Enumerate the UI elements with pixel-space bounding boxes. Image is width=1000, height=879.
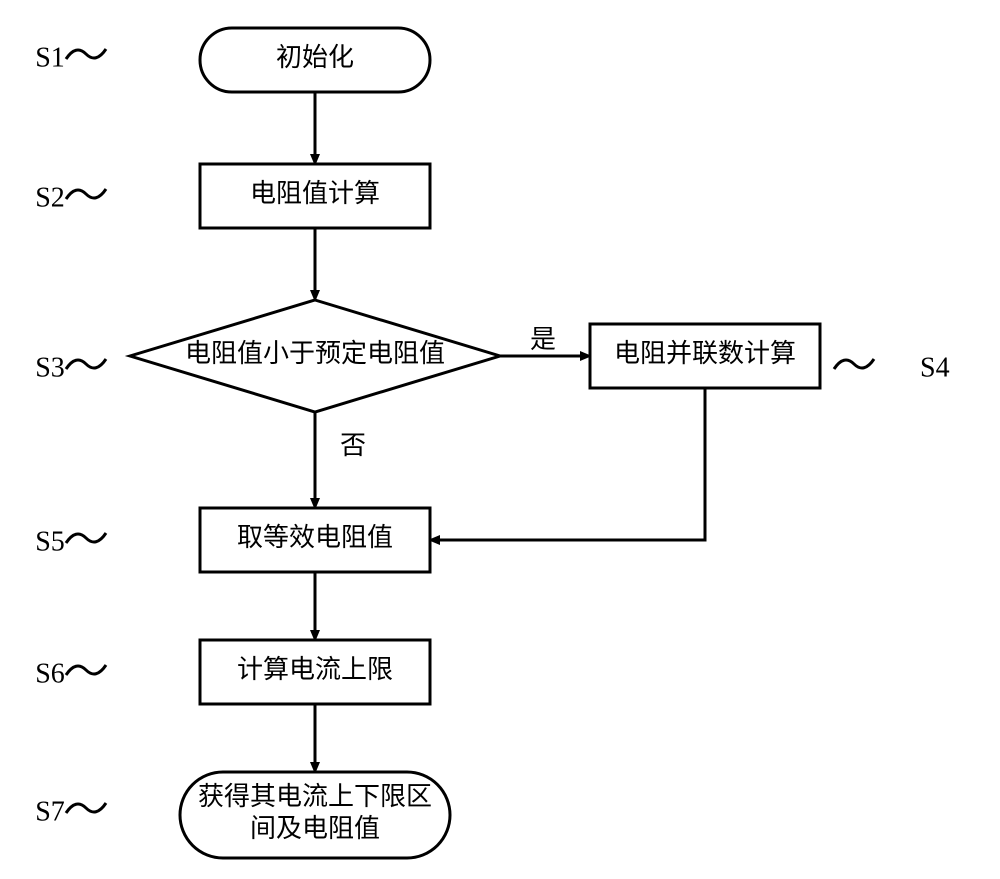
step-label-s6: S6 <box>35 658 65 689</box>
node-text-s3: 电阻值小于预定电阻值 <box>185 339 445 368</box>
tilde-t6 <box>66 665 106 675</box>
edge-e5 <box>430 388 705 540</box>
tilde-t3 <box>66 359 106 369</box>
node-text-s7-l1: 获得其电流上下限区 <box>198 782 432 811</box>
node-text-s7-l2: 间及电阻值 <box>250 814 380 843</box>
tilde-t1 <box>66 49 106 59</box>
edge-label-e3: 是 <box>530 325 556 354</box>
step-label-s4: S4 <box>920 352 950 383</box>
tilde-t7 <box>66 803 106 813</box>
node-text-s5: 取等效电阻值 <box>237 523 393 552</box>
tilde-t5 <box>66 533 106 543</box>
step-label-s5: S5 <box>35 526 65 557</box>
step-label-s2: S2 <box>35 182 65 213</box>
tilde-t2 <box>66 189 106 199</box>
flowchart: 是否 初始化电阻值计算电阻值小于预定电阻值 电阻并联数计算取等效电阻值计算电流上限… <box>0 0 1000 874</box>
step-label-s1: S1 <box>35 42 65 73</box>
tilde-t4 <box>834 359 874 369</box>
node-text-s1: 初始化 <box>276 43 354 72</box>
step-label-s7: S7 <box>35 796 65 827</box>
node-text-s2: 电阻值计算 <box>250 179 380 208</box>
step-label-s3: S3 <box>35 352 65 383</box>
edge-label-e4: 否 <box>340 431 366 460</box>
node-text-s4: 电阻并联数计算 <box>614 339 796 368</box>
node-text-s6: 计算电流上限 <box>237 655 393 684</box>
